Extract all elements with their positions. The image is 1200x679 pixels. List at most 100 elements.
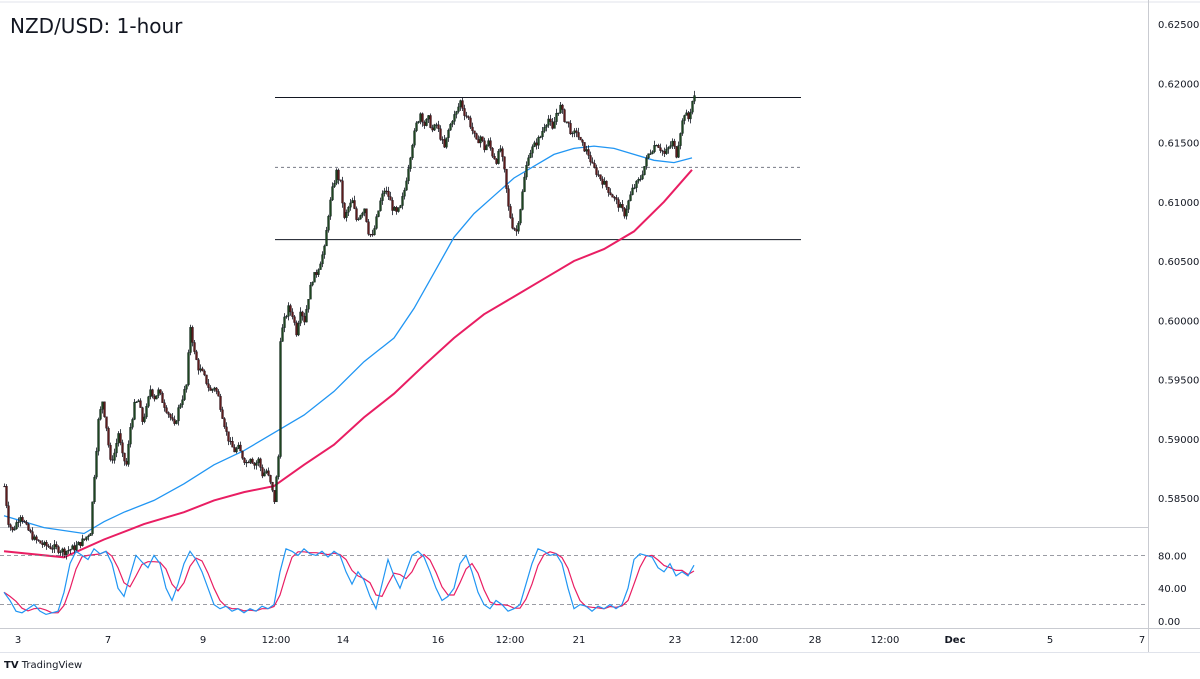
- candle-body: [559, 104, 562, 114]
- candle-body: [369, 234, 372, 236]
- candle-body: [215, 387, 218, 392]
- candle-body: [665, 148, 668, 154]
- candle-body: [277, 456, 280, 477]
- candle-body: [73, 545, 76, 551]
- candle-body: [95, 450, 98, 478]
- candle-body: [675, 146, 678, 158]
- candle-body: [643, 166, 646, 175]
- candle-body: [485, 145, 488, 151]
- candle-body: [365, 208, 368, 222]
- time-tick-label: 5: [1047, 635, 1053, 646]
- candle-body: [75, 544, 78, 551]
- candle-body: [5, 486, 8, 506]
- candle-body: [41, 543, 44, 545]
- candle-body: [393, 207, 396, 211]
- candle-body: [435, 124, 438, 126]
- candle-body: [579, 136, 582, 141]
- oscillator-k-line: [3, 547, 695, 616]
- candle-body: [201, 368, 204, 372]
- candle-body: [455, 111, 458, 115]
- candle-body: [543, 127, 546, 132]
- candle-body: [457, 106, 460, 112]
- candle-body: [523, 176, 526, 192]
- candle-body: [389, 196, 392, 201]
- candle-body: [571, 133, 574, 135]
- candle-body: [217, 391, 220, 397]
- candle-body: [513, 228, 516, 230]
- candle-body: [441, 139, 444, 141]
- candle-body: [23, 520, 26, 523]
- candle-body: [623, 207, 626, 217]
- candle-body: [629, 194, 632, 201]
- candle-body: [133, 401, 136, 420]
- time-tick-label: 21: [573, 635, 586, 646]
- candle-body: [403, 189, 406, 197]
- candle-body: [221, 409, 224, 419]
- candle-body: [59, 551, 62, 553]
- moving-averages: [3, 145, 693, 559]
- candle-body: [157, 389, 160, 396]
- candle-body: [489, 140, 492, 149]
- price-tick-label: 0.61000: [1158, 198, 1199, 209]
- candle-body: [261, 467, 264, 477]
- candle-body: [687, 112, 690, 120]
- candle-body: [135, 401, 138, 403]
- candle-body: [499, 148, 502, 152]
- candle-body: [625, 209, 628, 217]
- candle-body: [651, 151, 654, 154]
- candle-body: [125, 460, 128, 465]
- candle-body: [451, 121, 454, 125]
- candle-body: [437, 124, 440, 129]
- candle-body: [165, 407, 168, 413]
- candle-body: [93, 476, 96, 503]
- candle-body: [429, 115, 432, 128]
- time-tick-label: 12:00: [730, 635, 759, 646]
- candle-body: [257, 458, 260, 463]
- candle-body: [233, 446, 236, 453]
- price-axis[interactable]: 0.62500 0.62000 0.61500 0.61000 0.60500 0.600…: [1158, 20, 1199, 505]
- candle-body: [461, 100, 464, 109]
- candle-body: [669, 145, 672, 148]
- candle-body: [65, 550, 68, 555]
- candle-body: [661, 150, 664, 152]
- candle-body: [627, 200, 630, 210]
- candle-body: [375, 216, 378, 229]
- candle-body: [143, 416, 146, 422]
- candle-body: [87, 535, 90, 537]
- candle-body: [149, 389, 152, 397]
- candle-body: [109, 444, 112, 460]
- candle-body: [449, 124, 452, 131]
- candle-body: [49, 546, 52, 549]
- candle-body: [423, 122, 426, 126]
- candle-body: [47, 545, 50, 547]
- candle-body: [311, 282, 314, 286]
- candle-body: [385, 190, 388, 192]
- candle-body: [137, 400, 140, 403]
- candle-body: [219, 395, 222, 410]
- candle-body: [647, 153, 650, 159]
- candle-body: [471, 126, 474, 132]
- candle-body: [227, 431, 230, 442]
- candle-body: [63, 548, 66, 555]
- time-axis[interactable]: 3 7 9 12:00 14 16 12:00 21 23 12:00 28 12:00 Dec 5 7: [15, 635, 1145, 646]
- candle-body: [191, 327, 194, 343]
- candle-body: [43, 542, 46, 545]
- candle-body: [37, 539, 40, 541]
- candle-body: [199, 368, 202, 371]
- candle-body: [363, 208, 366, 214]
- price-tick-label: 0.60500: [1158, 257, 1199, 268]
- candle-body: [209, 387, 212, 391]
- candle-body: [677, 145, 680, 158]
- candle-body: [585, 149, 588, 152]
- candle-body: [631, 187, 634, 195]
- candle-body: [377, 210, 380, 217]
- candle-body: [431, 127, 434, 131]
- candle-body: [575, 130, 578, 133]
- candle-body: [379, 200, 382, 211]
- candle-body: [325, 230, 328, 247]
- candle-body: [295, 322, 298, 336]
- candle-body: [347, 207, 350, 213]
- candle-body: [417, 121, 420, 124]
- candle-body: [607, 187, 610, 193]
